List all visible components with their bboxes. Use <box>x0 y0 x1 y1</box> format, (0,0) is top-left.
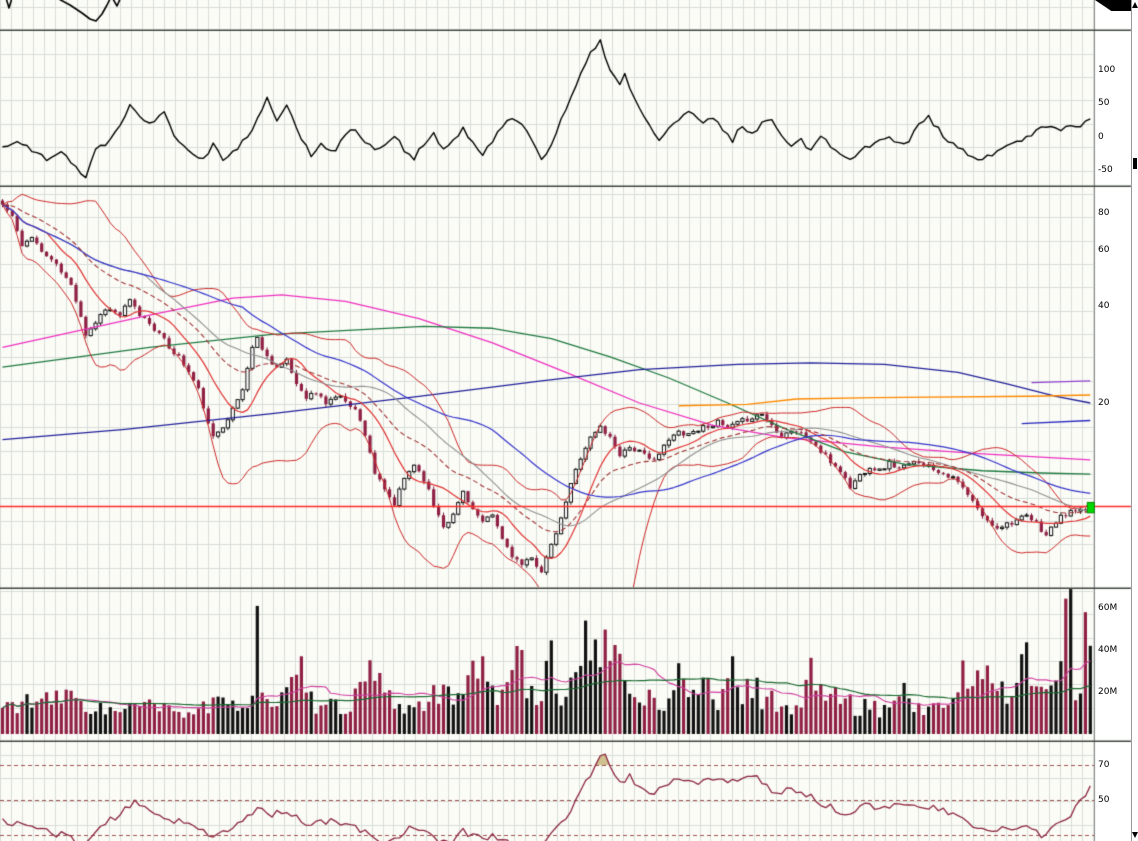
y-axis-label-volume: 20M <box>1098 687 1118 697</box>
y-axis-label-price: 60 <box>1098 245 1110 255</box>
y-axis-label-momentum: 50 <box>1098 98 1110 108</box>
scroll-up-arrow-icon[interactable] <box>1132 2 1138 8</box>
vertical-scrollbar[interactable] <box>1131 0 1138 841</box>
y-axis-label-price: 80 <box>1098 208 1110 218</box>
y-axis-label-volume: 40M <box>1098 645 1118 655</box>
y-axis-label-rsi: 70 <box>1098 760 1110 770</box>
top-right-corner-wedge <box>1095 0 1138 11</box>
y-axis-label-momentum: -50 <box>1098 165 1113 175</box>
scroll-down-arrow-icon[interactable] <box>1132 832 1138 838</box>
y-axis-label-rsi: 50 <box>1098 795 1110 805</box>
y-axis-label-momentum: 100 <box>1098 65 1116 75</box>
y-axis-label-volume: 60M <box>1098 603 1118 613</box>
y-axis-label-momentum: 0 <box>1098 132 1104 142</box>
y-axis-label-price: 40 <box>1098 301 1110 311</box>
scrollbar-thumb[interactable] <box>1133 158 1137 169</box>
y-axis-label-price: 20 <box>1098 398 1110 408</box>
